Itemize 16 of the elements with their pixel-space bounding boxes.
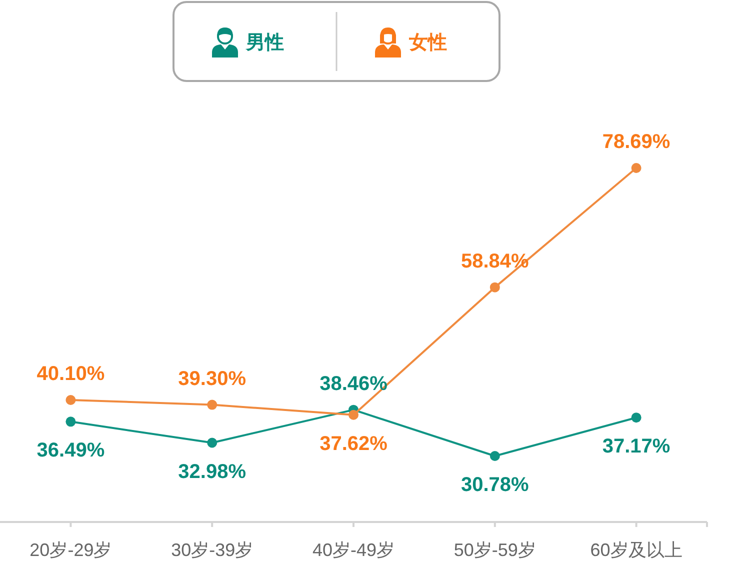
data-label: 36.49% (36, 440, 105, 462)
x-tick-label: 20岁-29岁 (30, 540, 112, 560)
x-tick-label: 50岁-59岁 (454, 540, 536, 560)
data-label: 39.30% (178, 368, 246, 390)
x-tick-label: 30岁-39岁 (171, 540, 254, 560)
data-label: 30.78% (460, 474, 529, 496)
data-label: 78.69% (602, 131, 670, 153)
legend-label: 女性 (409, 32, 447, 54)
data-label: 37.17% (602, 436, 670, 458)
data-label: 37.62% (320, 432, 388, 455)
legend-label: 男性 (246, 32, 284, 54)
data-label: 40.10% (36, 362, 105, 385)
x-tick-label: 40岁-49岁 (312, 540, 395, 560)
data-label: 32.98% (178, 460, 246, 483)
data-label: 38.46% (320, 372, 388, 395)
x-tick-label: 60岁及以上 (590, 540, 682, 560)
